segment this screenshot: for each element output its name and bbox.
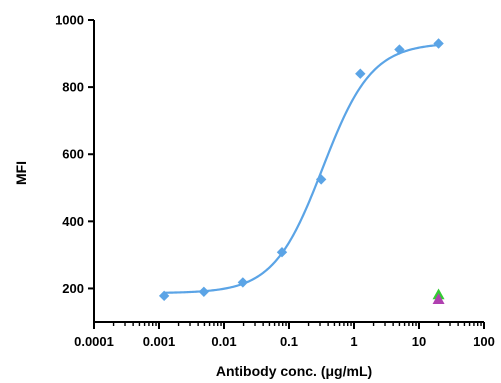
y-tick-label: 800 [62, 80, 84, 95]
x-tick-label: 1 [350, 334, 357, 349]
data-point-diamond [433, 38, 444, 49]
data-point-triangle [432, 293, 445, 304]
data-point-diamond [315, 174, 327, 185]
fit-curve-layer [164, 43, 439, 294]
x-tick-label: 0.1 [280, 334, 298, 349]
x-tick-label: 10 [412, 334, 426, 349]
x-tick-label: 0.01 [211, 334, 236, 349]
data-point-diamond [355, 68, 366, 79]
x-tick-label: 0.0001 [74, 334, 114, 349]
y-tick-label: 1000 [55, 13, 84, 28]
data-points-layer [158, 38, 445, 304]
fit-curve [164, 43, 439, 294]
data-point-diamond [394, 44, 405, 55]
x-tick-label: 100 [473, 334, 495, 349]
data-point-diamond [198, 286, 210, 297]
data-point-diamond [158, 290, 170, 302]
axes: 200 400 600 800 1000 0.0001 0.001 0.01 0.1 1 10 100 [55, 13, 495, 350]
y-axis-title: MFI [13, 161, 29, 185]
data-point-diamond [237, 277, 249, 288]
x-axis-title: Antibody conc. (μg/mL) [216, 363, 372, 379]
y-tick-label: 400 [62, 214, 84, 229]
y-tick-label: 600 [62, 147, 84, 162]
x-tick-label: 0.001 [143, 334, 176, 349]
y-tick-label: 200 [62, 281, 84, 296]
data-point-diamond [276, 247, 288, 258]
